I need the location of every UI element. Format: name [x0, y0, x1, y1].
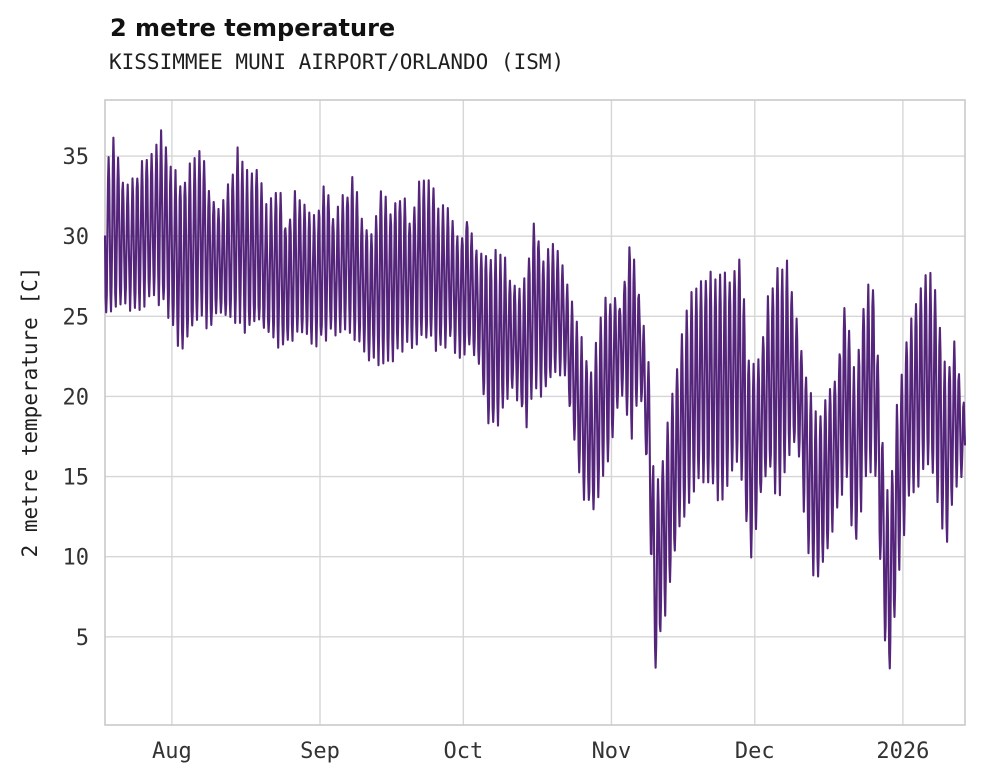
x-tick-label: Sep — [300, 739, 340, 764]
x-tick-label: Nov — [592, 739, 632, 764]
x-tick-label: Oct — [443, 739, 483, 764]
y-tick-label: 35 — [63, 145, 90, 170]
y-tick-label: 20 — [63, 385, 90, 410]
y-tick-label: 10 — [63, 546, 90, 571]
temperature-series-line — [103, 129, 967, 670]
x-tick-label: Dec — [735, 739, 775, 764]
y-tick-label: 15 — [63, 466, 90, 491]
x-tick-label: 2026 — [876, 739, 929, 764]
y-tick-label: 5 — [76, 626, 89, 651]
y-tick-label: 30 — [63, 225, 90, 250]
chart-title: 2 metre temperature — [110, 14, 396, 42]
y-tick-label: 25 — [63, 305, 90, 330]
x-tick-label: Aug — [152, 739, 192, 764]
chart-subtitle: KISSIMMEE MUNI AIRPORT/ORLANDO (ISM) — [109, 50, 565, 74]
